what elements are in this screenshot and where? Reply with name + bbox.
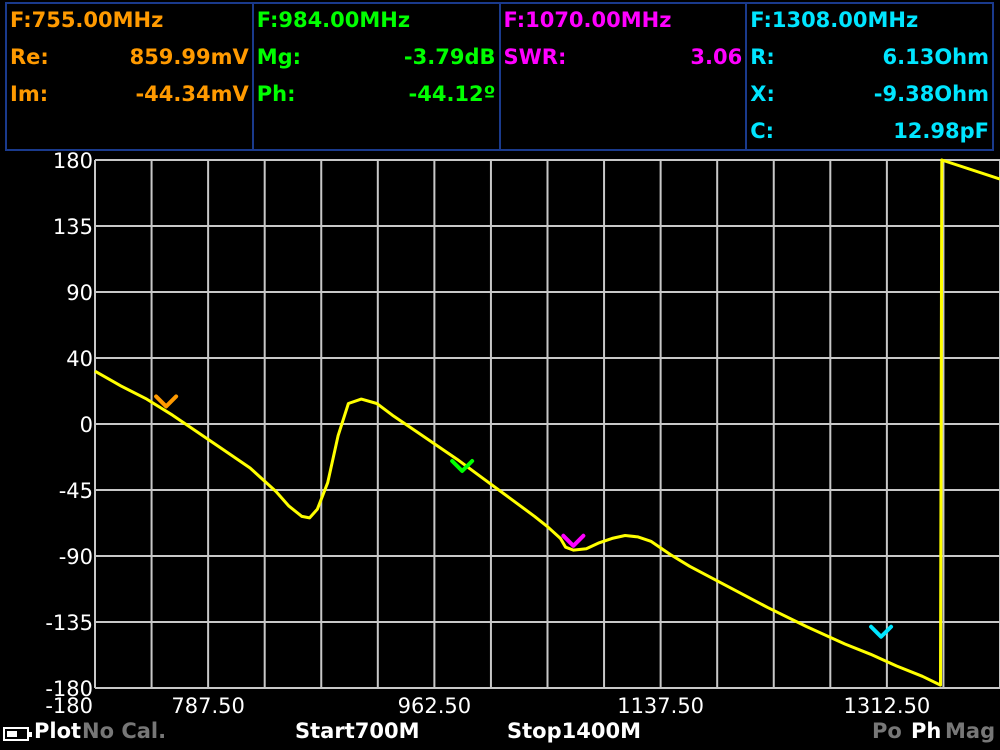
y-tick-label: 40 (66, 347, 93, 371)
marker-2-phase-row: Ph: -44.12º (256, 79, 497, 109)
mode-mag-button[interactable]: Mag (945, 719, 996, 743)
marker-2-phase-value: -44.12º (408, 82, 496, 106)
y-tick-label: -135 (45, 611, 93, 635)
calibration-status: No Cal. (82, 719, 167, 743)
marker-4-resistance-value: 6.13Ohm (882, 45, 990, 69)
y-tick-label: -180 (45, 677, 93, 701)
marker-2-chevron-icon (450, 459, 475, 473)
trace-markers (154, 394, 894, 639)
marker-1-info[interactable]: F:755.00MHz Re: 859.99mV Im: -44.34mV (7, 4, 254, 149)
marker-2-frequency-row: F:984.00MHz (256, 5, 497, 35)
mode-po-button[interactable]: Po (872, 719, 902, 743)
marker-3-info[interactable]: F:1070.00MHz SWR: 3.06 (501, 4, 748, 149)
y-tick-label: 180 (53, 152, 93, 173)
mode-ph-button[interactable]: Ph (911, 719, 942, 743)
marker-2-frequency: F:984.00MHz (256, 8, 411, 32)
marker-3-frequency: F:1070.00MHz (503, 8, 672, 32)
y-tick-label: -45 (59, 479, 93, 503)
marker-1-imag-label: Im: (10, 82, 49, 106)
marker-4-chevron-icon (869, 624, 894, 639)
marker-4-resistance-row: R: 6.13Ohm (749, 42, 990, 72)
marker-2-magnitude-label: Mg: (256, 45, 302, 69)
marker-1-real-row: Re: 859.99mV (9, 42, 250, 72)
marker-4-info[interactable]: F:1308.00MHz R: 6.13Ohm X: -9.38Ohm C: 1… (747, 4, 992, 149)
battery-level (7, 731, 17, 737)
phase-trace (94, 158, 1000, 687)
y-tick-label: 90 (66, 281, 93, 305)
marker-3-swr-label: SWR: (503, 45, 567, 69)
marker-1-frequency-row: F:755.00MHz (9, 5, 250, 35)
marker-4-capacitance-row: C: 12.98pF (749, 116, 990, 146)
marker-3-chevron-icon (561, 533, 586, 548)
marker-4-reactance-label: X: (750, 82, 775, 106)
x-tick-label: 787.50 (171, 694, 244, 718)
marker-4-capacitance-value: 12.98pF (893, 119, 989, 143)
x-tick-label: 1312.50 (843, 694, 930, 718)
phase-plot[interactable]: 180 135 90 40 0 -45 -90 -135 -180 787.50 962.50 11… (0, 152, 1000, 722)
plot-menu-button[interactable]: Plot (34, 719, 82, 743)
marker-4-frequency: F:1308.00MHz (750, 8, 919, 32)
marker-1-real-label: Re: (10, 45, 49, 69)
y-axis-labels: 180 135 90 40 0 -45 -90 -135 -180 (45, 152, 93, 701)
marker-3-swr-value: 3.06 (690, 45, 743, 69)
status-bar: Plot No Cal. Start700M Stop1400M Po Ph M… (0, 718, 1000, 750)
marker-2-magnitude-row: Mg: -3.79dB (256, 42, 497, 72)
marker-3-frequency-row: F:1070.00MHz (503, 5, 744, 35)
marker-info-panel: F:755.00MHz Re: 859.99mV Im: -44.34mV F:… (5, 2, 994, 151)
marker-2-magnitude-value: -3.79dB (403, 45, 496, 69)
y-tick-label-bottom: -180 (45, 694, 93, 718)
marker-2-phase-label: Ph: (256, 82, 296, 106)
marker-1-chevron-icon (154, 394, 179, 409)
marker-1-imag-row: Im: -44.34mV (9, 79, 250, 109)
marker-2-info[interactable]: F:984.00MHz Mg: -3.79dB Ph: -44.12º (254, 4, 501, 149)
start-frequency-button[interactable]: Start700M (295, 719, 420, 743)
stop-frequency-button[interactable]: Stop1400M (507, 719, 641, 743)
phase-trace-line (94, 158, 1000, 687)
y-tick-label: 135 (53, 215, 93, 239)
y-tick-label: -90 (59, 545, 93, 569)
marker-4-reactance-row: X: -9.38Ohm (749, 79, 990, 109)
marker-4-resistance-label: R: (750, 45, 775, 69)
marker-4-frequency-row: F:1308.00MHz (749, 5, 990, 35)
marker-4-reactance-value: -9.38Ohm (873, 82, 989, 106)
x-axis-labels: 787.50 962.50 1137.50 1312.50 -180 (45, 694, 930, 718)
marker-4-capacitance-label: C: (750, 119, 775, 143)
marker-1-real-value: 859.99mV (129, 45, 249, 69)
x-tick-label: 1137.50 (617, 694, 704, 718)
y-tick-label: 0 (80, 413, 93, 437)
marker-3-swr-row: SWR: 3.06 (503, 42, 744, 72)
x-tick-label: 962.50 (398, 694, 471, 718)
marker-1-frequency: F:755.00MHz (10, 8, 164, 32)
battery-icon (3, 727, 32, 741)
plot-grid (94, 159, 1000, 689)
marker-1-imag-value: -44.34mV (135, 82, 249, 106)
